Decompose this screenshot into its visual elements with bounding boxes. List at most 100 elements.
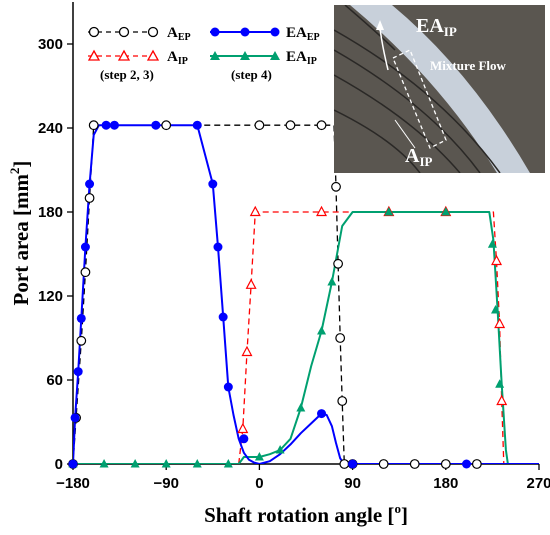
inset-leader-line <box>394 119 416 149</box>
data-point-a-ep <box>339 459 350 469</box>
inset-label-mixture-flow: Mixture Flow <box>430 58 507 73</box>
x-tick-label: −180 <box>56 475 90 492</box>
legend-note-step-2-3: (step 2, 3) <box>100 67 154 82</box>
data-point-ea-ip <box>487 239 497 248</box>
x-tick-label: 0 <box>255 475 263 492</box>
data-point-ea-ip <box>317 326 327 335</box>
svg-text:AIP: AIP <box>167 49 188 67</box>
data-point-ea-ip <box>99 459 109 468</box>
x-tick-label: 270 <box>526 475 550 492</box>
data-point-ea-ip <box>384 207 394 216</box>
data-point-ea-ep <box>73 367 83 377</box>
data-point-ea-ip <box>491 305 501 314</box>
inset-arc-5 <box>344 5 396 51</box>
data-point-a-ep <box>471 459 482 469</box>
data-point-ea-ip <box>130 459 140 468</box>
legend-entry-a-ip: AIP (step 2, 3) <box>87 49 188 82</box>
data-point-ea-ep <box>80 242 90 252</box>
axis-ticks: −180 −90 0 90 180 270 0 60 120 180 240 300 <box>38 36 550 492</box>
svg-text:EAIP: EAIP <box>286 49 317 67</box>
data-point-ea-ip <box>275 445 285 454</box>
y-tick-label: 60 <box>46 372 63 389</box>
data-point-ea-ep <box>70 413 80 423</box>
data-point-a-ep <box>161 120 172 131</box>
data-point-a-ep <box>409 459 420 469</box>
inset-schematic: EAIP Mixture Flow AIP <box>334 5 545 173</box>
svg-text:AEP: AEP <box>167 25 191 43</box>
data-point-ea-ep <box>462 459 472 469</box>
data-point-a-ep <box>80 267 91 278</box>
data-point-ea-ep <box>317 409 327 419</box>
data-point-ea-ep <box>85 179 95 189</box>
legend: AEP AIP (step 2, 3) EAEP EAIP (step 4) <box>87 25 320 82</box>
data-point-ea-ep <box>151 120 161 130</box>
data-point-a-ep <box>335 333 346 343</box>
x-axis-title: Shaft rotation angle [o] <box>204 501 408 527</box>
inset-flow-arrowhead <box>376 20 384 30</box>
legend-entry-a-ep: AEP <box>88 25 191 43</box>
inset-arc-1 <box>334 29 501 173</box>
legend-note-step-4: (step 4) <box>231 67 272 82</box>
data-point-a-ip <box>496 394 508 406</box>
data-point-a-ep <box>88 120 99 131</box>
data-point-a-ep <box>254 120 265 131</box>
x-tick-label: −90 <box>153 475 178 492</box>
y-tick-label: 300 <box>38 36 63 53</box>
data-point-ea-ep <box>192 120 202 130</box>
legend-entry-ea-ip: EAIP (step 4) <box>210 49 317 82</box>
x-tick-label: 90 <box>344 475 361 492</box>
data-point-a-ip <box>494 317 506 329</box>
data-point-ea-ep <box>213 242 223 252</box>
data-point-a-ip <box>237 422 249 434</box>
data-point-ea-ip <box>327 277 337 286</box>
y-tick-label: 240 <box>38 120 63 137</box>
data-point-a-ep <box>285 120 296 131</box>
data-point-a-ep <box>76 335 87 346</box>
data-point-ea-ep <box>218 312 228 322</box>
data-point-ea-ip <box>441 207 451 216</box>
data-point-a-ep <box>84 193 95 203</box>
y-tick-label: 0 <box>55 456 63 473</box>
inset-arc-4 <box>334 109 421 173</box>
data-point-ea-ip <box>296 403 306 412</box>
svg-text:EAEP: EAEP <box>286 25 320 43</box>
legend-entry-ea-ep: EAEP <box>210 25 320 43</box>
data-point-a-ip <box>491 254 503 266</box>
data-point-ea-ip <box>495 379 505 388</box>
data-point-ea-ep <box>348 459 358 469</box>
series-layer <box>73 124 539 464</box>
y-tick-label: 180 <box>38 204 63 221</box>
data-point-ea-ip <box>161 459 171 468</box>
inset-arc-3 <box>334 74 461 173</box>
data-point-ea-ep <box>68 459 78 469</box>
inset-flow-arrow <box>379 27 389 71</box>
data-point-ea-ep <box>76 313 86 323</box>
inset-dashed-box <box>392 49 447 149</box>
y-tick-label: 120 <box>38 288 63 305</box>
data-point-a-ep <box>316 120 327 131</box>
data-point-a-ep <box>333 258 344 269</box>
inset-light-channel <box>350 5 530 173</box>
series-line-a-ep <box>73 124 345 464</box>
data-point-ea-ip <box>192 459 202 468</box>
data-point-ea-ep <box>223 382 233 392</box>
inset-label-ea-ip: EAIP <box>416 15 457 39</box>
data-point-a-ep <box>337 396 348 406</box>
data-point-a-ep <box>378 459 389 469</box>
series-line-ea-ip <box>73 211 509 464</box>
data-point-a-ep <box>440 459 451 469</box>
x-tick-label: 180 <box>433 475 458 492</box>
data-point-ea-ep <box>109 120 119 130</box>
data-point-ea-ip <box>223 459 233 468</box>
data-point-ea-ep <box>101 120 111 130</box>
series-line-ea-ep <box>73 124 539 464</box>
y-axis-title: Port area [mm2] <box>7 161 33 306</box>
data-point-a-ip <box>249 205 261 217</box>
inset-arc-2 <box>334 49 481 173</box>
marker-layer <box>68 120 508 469</box>
inset-label-a-ip: AIP <box>405 145 433 169</box>
data-point-a-ep <box>331 181 341 192</box>
data-point-a-ip <box>245 278 257 289</box>
data-point-ea-ep <box>239 434 249 444</box>
